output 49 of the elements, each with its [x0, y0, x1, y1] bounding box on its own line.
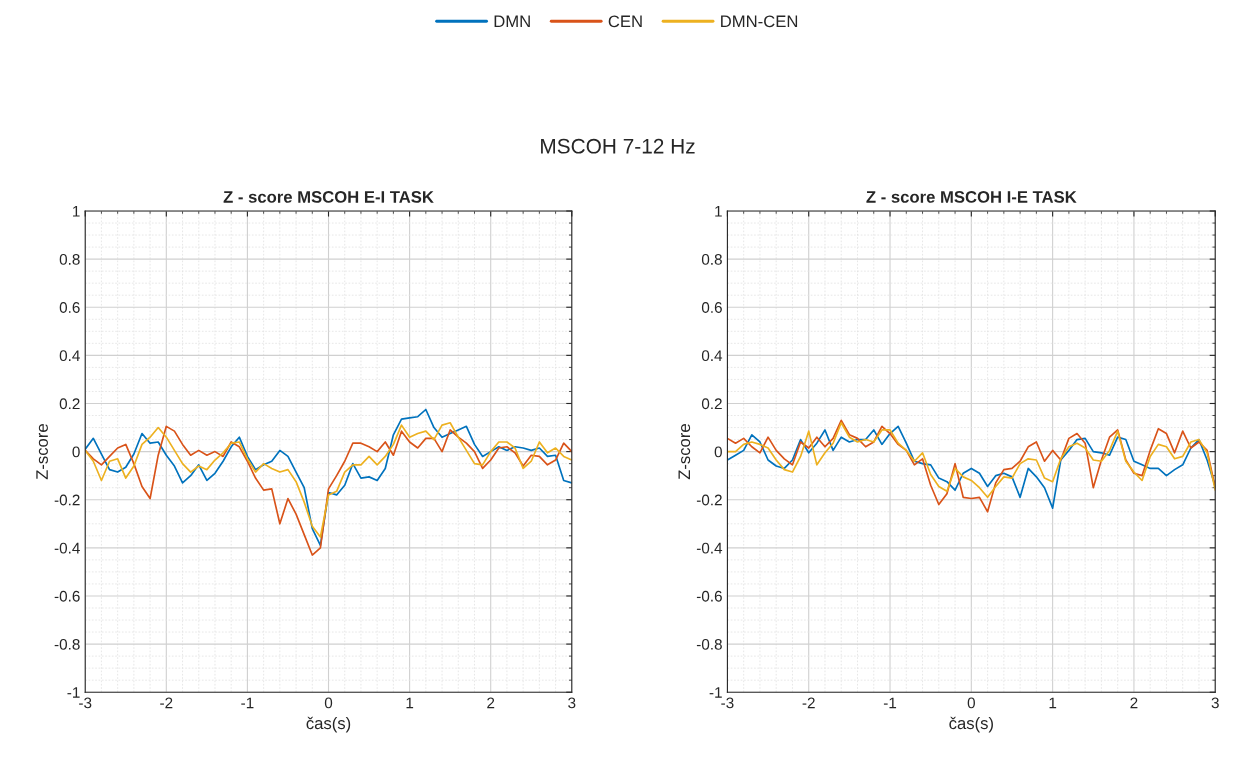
y-tick-label: -1 [709, 687, 722, 698]
x-tick-label: 3 [568, 697, 576, 709]
line-series [727, 421, 1216, 499]
y-axis-title: Z-score [678, 424, 691, 480]
x-tick-label: -1 [883, 697, 897, 709]
y-tick-label: -0.8 [54, 638, 80, 650]
x-tick-label: 3 [1211, 697, 1219, 709]
x-tick-label: 0 [967, 697, 975, 709]
x-tick-label: 1 [406, 697, 414, 709]
y-tick-label: 0.4 [701, 350, 723, 362]
legend-label: DMN-CEN [721, 15, 798, 28]
y-tick-label: -0.4 [696, 542, 723, 554]
y-tick-label: 0 [72, 446, 80, 458]
x-tick-label: -2 [160, 697, 173, 709]
y-tick-label: 1 [715, 206, 722, 217]
x-axis-title: čas(s) [306, 716, 351, 733]
y-axis-title: Z-score [36, 424, 48, 480]
x-tick-label: -1 [241, 697, 254, 709]
y-tick-label: 1 [73, 206, 80, 217]
y-tick-label: -0.6 [696, 590, 722, 602]
chart-title: Z - score MSCOH E-I TASK [223, 191, 434, 203]
x-tick-label: 1 [1049, 697, 1057, 709]
y-tick-label: -0.4 [54, 542, 80, 554]
y-tick-label: 0.4 [59, 350, 80, 362]
text: MSCOH 7-12 Hz [541, 138, 695, 154]
x-tick-label: -2 [802, 697, 815, 709]
y-tick-label: 0.6 [701, 302, 722, 313]
x-tick-label: 2 [1130, 697, 1138, 709]
y-tick-label: 0.2 [59, 398, 80, 410]
y-tick-label: 0.6 [59, 302, 80, 313]
x-tick-label: -3 [79, 697, 92, 709]
y-tick-label: 0.8 [59, 253, 80, 265]
chart-title: Z - score MSCOH I-E TASK [866, 191, 1077, 203]
y-tick-label: -0.6 [54, 590, 80, 602]
y-tick-label: -0.2 [54, 494, 80, 506]
x-axis-title: čas(s) [949, 716, 993, 733]
y-tick-label: -0.2 [696, 494, 722, 506]
x-tick-label: -3 [721, 697, 734, 709]
legend-label: CEN [608, 15, 642, 28]
y-tick-label: 0 [714, 446, 722, 458]
x-tick-label: 0 [324, 697, 333, 709]
legend-label: DMN [494, 15, 530, 28]
y-tick-label: 0.2 [701, 398, 722, 410]
y-tick-label: -1 [67, 687, 80, 698]
line-series [85, 421, 572, 538]
line-series [85, 408, 572, 547]
x-tick-label: 2 [487, 697, 495, 709]
y-tick-label: 0.8 [701, 253, 722, 265]
y-tick-label: -0.8 [696, 638, 722, 650]
